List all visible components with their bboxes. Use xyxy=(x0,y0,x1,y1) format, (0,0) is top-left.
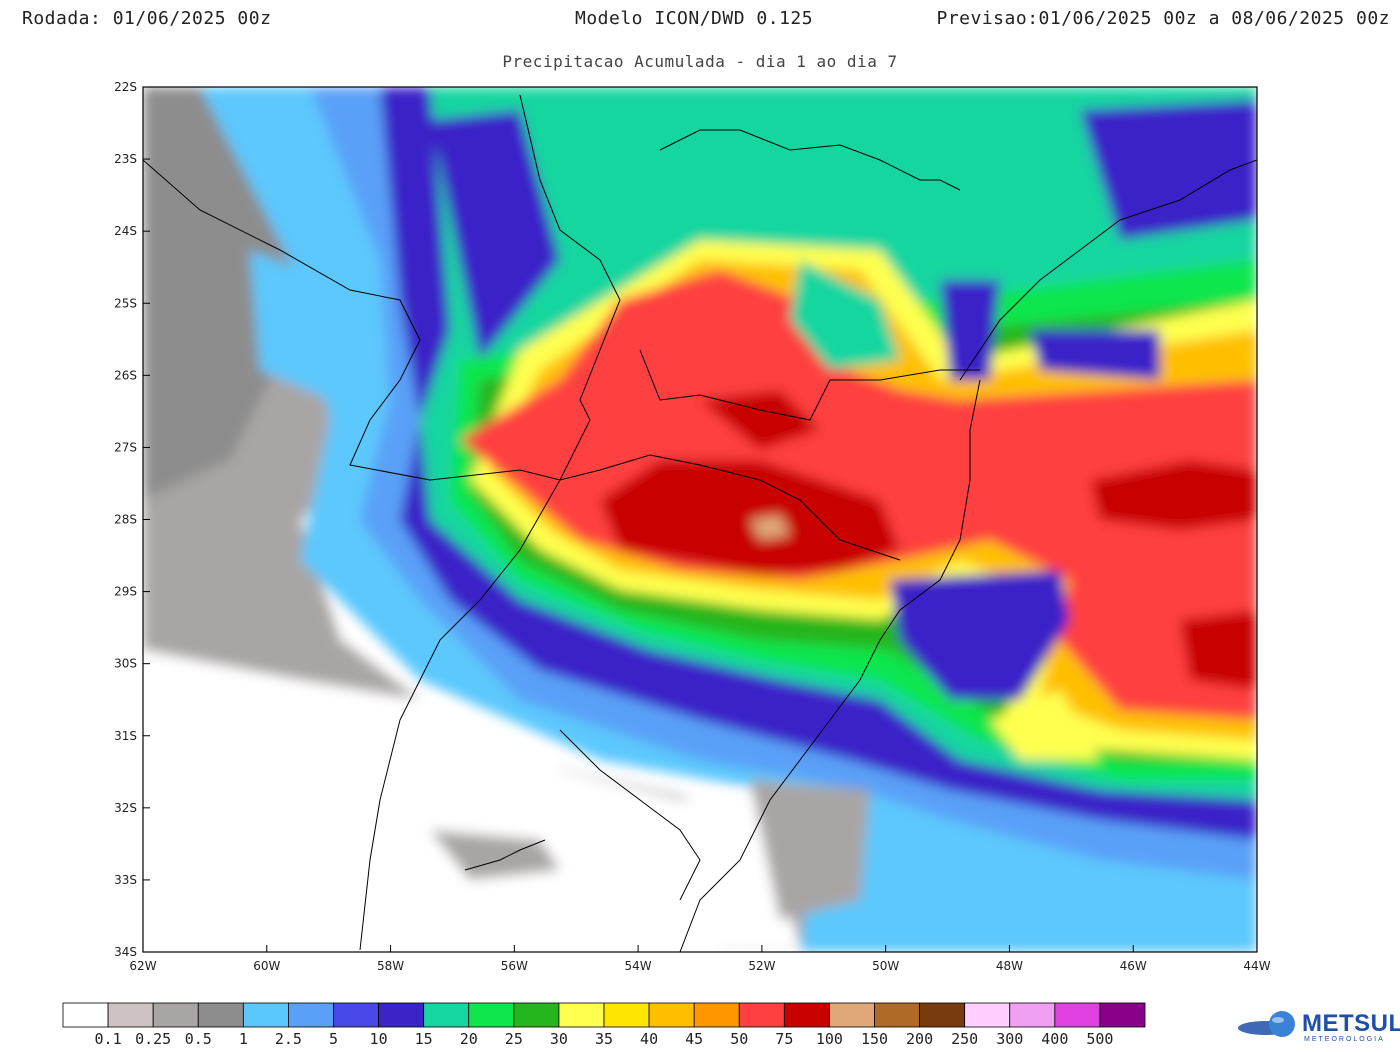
legend-label: 30 xyxy=(550,1030,568,1048)
lat-label: 31S xyxy=(114,729,137,743)
legend-label: 1 xyxy=(239,1030,248,1048)
legend-label: 300 xyxy=(996,1030,1023,1048)
legend-swatch xyxy=(693,1002,740,1028)
legend-label: 75 xyxy=(775,1030,793,1048)
latitude-axis: 22S 23S 24S 25S 26S 27S 28S 29S 30S 31S 32S 33S 34S xyxy=(114,80,150,959)
lat-label: 27S xyxy=(114,440,137,454)
lat-label: 30S xyxy=(114,657,137,671)
lat-label: 29S xyxy=(114,585,137,599)
legend-label: 45 xyxy=(685,1030,703,1048)
lat-label: 26S xyxy=(114,368,137,382)
legend-swatch xyxy=(783,1002,830,1028)
lat-label: 28S xyxy=(114,513,137,527)
lat-label: 32S xyxy=(114,801,137,815)
legend-label: 10 xyxy=(370,1030,388,1048)
lat-label: 25S xyxy=(114,296,137,310)
lat-label: 33S xyxy=(114,873,137,887)
legend-label: 15 xyxy=(415,1030,433,1048)
legend-swatch xyxy=(829,1002,875,1028)
map-subtitle: Precipitacao Acumulada - dia 1 ao dia 7 xyxy=(502,52,898,71)
lon-label: 46W xyxy=(1120,959,1147,973)
precip-field xyxy=(143,87,1257,952)
longitude-axis: 62W 60W 58W 56W 54W 52W 50W 48W 46W 44W xyxy=(129,945,1271,973)
lon-label: 52W xyxy=(748,959,775,973)
legend-label: 400 xyxy=(1041,1030,1068,1048)
lon-label: 60W xyxy=(253,959,280,973)
legend-label: 200 xyxy=(906,1030,933,1048)
legend-swatch xyxy=(648,1002,695,1028)
lat-label: 23S xyxy=(114,152,137,166)
metsul-logo: METSUL xyxy=(1302,1010,1400,1037)
legend-label: 5 xyxy=(329,1030,338,1048)
forecast-label: Previsao: xyxy=(936,8,1039,29)
legend-swatch xyxy=(874,1002,920,1028)
model-title: Modelo ICON/DWD 0.125 xyxy=(575,8,814,29)
legend-swatch xyxy=(738,1002,785,1028)
legend-label: 25 xyxy=(505,1030,523,1048)
legend-label: 50 xyxy=(730,1030,748,1048)
legend-swatch xyxy=(107,1002,154,1028)
run-date: Rodada: 01/06/2025 00z xyxy=(22,8,271,29)
legend-swatch xyxy=(423,1002,470,1028)
legend-swatch xyxy=(62,1002,109,1028)
lon-label: 58W xyxy=(377,959,404,973)
lon-label: 62W xyxy=(129,959,156,973)
metsul-tagline: METEOROLOGIA xyxy=(1304,1036,1385,1043)
legend-swatch xyxy=(333,1002,379,1028)
run-value: 01/06/2025 00z xyxy=(112,8,272,29)
legend-label: 250 xyxy=(951,1030,978,1048)
legend-swatch xyxy=(1009,1002,1056,1028)
precipitation-map: 22S23S24S25S26S27S28S29S30S31S32S33S34S … xyxy=(114,80,1271,973)
legend-label: 35 xyxy=(595,1030,613,1048)
legend-swatch xyxy=(152,1002,199,1028)
lat-label: 22S xyxy=(114,80,137,94)
legend-label: 150 xyxy=(861,1030,888,1048)
legend-swatch xyxy=(1099,1002,1146,1028)
lon-label: 44W xyxy=(1243,959,1270,973)
legend-label: 20 xyxy=(460,1030,478,1048)
legend-swatch xyxy=(1054,1002,1101,1028)
lon-label: 48W xyxy=(996,959,1023,973)
legend-swatch xyxy=(513,1002,560,1028)
borders xyxy=(143,94,1257,952)
legend-label: 0.25 xyxy=(135,1030,171,1048)
legend-swatch xyxy=(378,1002,425,1028)
legend-label: 500 xyxy=(1086,1030,1113,1048)
legend-label: 0.1 xyxy=(95,1030,122,1048)
lon-label: 56W xyxy=(501,959,528,973)
lon-label: 50W xyxy=(872,959,899,973)
legend-swatch xyxy=(468,1002,515,1028)
legend-label: 40 xyxy=(640,1030,658,1048)
lon-label: 54W xyxy=(625,959,652,973)
legend-label: 100 xyxy=(816,1030,843,1048)
legend-swatch xyxy=(964,1002,1011,1028)
forecast-value: 01/06/2025 00z a 08/06/2025 00z xyxy=(1038,8,1390,29)
legend-label: 0.5 xyxy=(185,1030,212,1048)
legend-swatch xyxy=(288,1002,334,1028)
legend-swatch xyxy=(242,1002,289,1028)
run-label: Rodada: xyxy=(22,8,102,29)
lat-label: 24S xyxy=(114,224,137,238)
legend-swatch xyxy=(603,1002,650,1028)
legend-label: 2.5 xyxy=(275,1030,302,1048)
legend-swatch xyxy=(558,1002,605,1028)
forecast-period: Previsao:01/06/2025 00z a 08/06/2025 00z xyxy=(937,8,1391,29)
legend-swatch xyxy=(197,1002,244,1028)
metsul-globe-icon xyxy=(1238,1011,1295,1037)
legend-swatch xyxy=(919,1002,966,1028)
lat-label: 34S xyxy=(114,945,137,959)
